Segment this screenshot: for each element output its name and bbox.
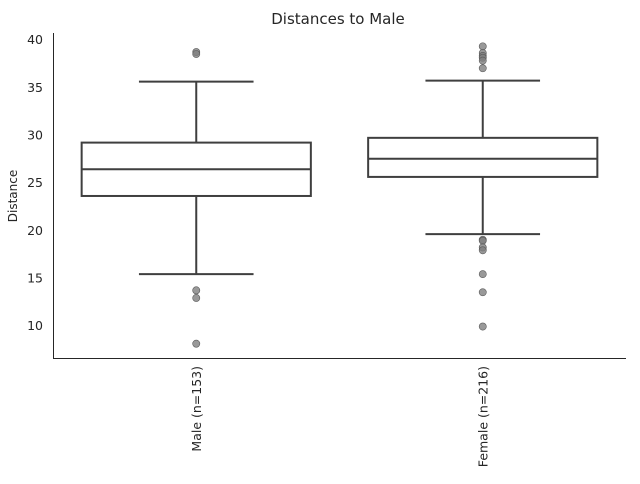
x-tick-label: Male (n=153): [189, 366, 204, 452]
y-tick-label: 20: [27, 223, 43, 238]
outlier-point: [478, 42, 487, 51]
y-tick-label: 40: [27, 32, 43, 47]
y-tick-label: 10: [27, 318, 43, 333]
y-tick-label: 35: [27, 80, 43, 95]
outlier-point: [192, 294, 201, 302]
y-axis-label: Distance: [6, 170, 20, 222]
outlier-point: [478, 246, 487, 255]
outlier-point: [192, 50, 201, 58]
y-tick-label: 15: [27, 270, 43, 285]
outlier-point: [478, 322, 487, 331]
outlier-point: [478, 236, 487, 245]
outlier-point: [478, 64, 487, 73]
outlier-point: [192, 286, 201, 295]
outlier-point: [478, 56, 487, 65]
outlier-point: [478, 288, 487, 297]
outlier-point: [478, 270, 487, 279]
x-tick-label: Female (n=216): [475, 366, 490, 467]
outlier-point: [192, 339, 201, 348]
chart-title: Distances to Male: [271, 10, 405, 28]
y-tick-label: 30: [27, 127, 43, 142]
iqr-box: [367, 136, 599, 178]
y-tick-label: 25: [27, 175, 43, 190]
